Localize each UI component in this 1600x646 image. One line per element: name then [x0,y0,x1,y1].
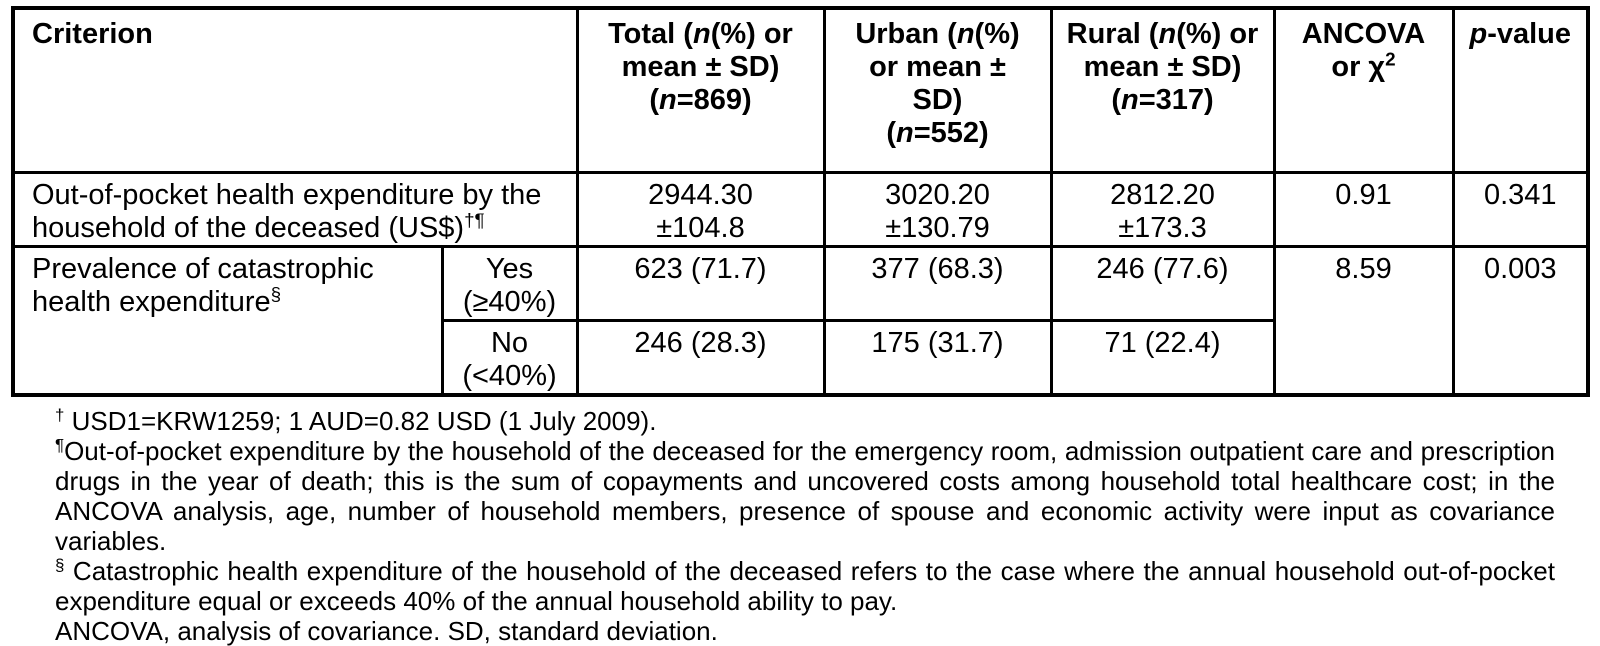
cell-che-ancova: 8.59 [1272,244,1455,396]
header-cell-total: Total (n(%) or mean ± SD) (n=869) [575,6,826,174]
cell-oop-label: Out-of-pocket health expenditure by the h… [11,170,579,248]
header-cell-urban: Urban (n(%) or mean ± SD) (n=552) [822,6,1053,174]
header-cell-criterion: Criterion [11,6,579,174]
cell-che-no-label: No (<40%) [440,318,579,396]
footnote-catastrophic-definition: § Catastrophic health expenditure of the… [55,554,1555,616]
cell-che-yes-label: Yes (≥40%) [440,244,579,322]
cell-che-label: Prevalence of catastrophic health expendi… [11,244,444,396]
table-header-row: Criterion Total (n(%) or mean ± SD) (n=869… [11,6,1590,174]
header-cell-rural: Rural (n(%) or mean ± SD) (n=317) [1049,6,1276,174]
table-row-catastrophic-no: No (<40%) 246 (28.3) 175 (31.7) 71 (22.4) [13,318,1588,396]
cell-oop-ancova: 0.91 [1272,170,1455,248]
cell-oop-rural: 2812.20 ±173.3 [1049,170,1276,248]
cell-che-no-total: 246 (28.3) [575,318,826,396]
table-row-out-of-pocket: Out-of-pocket health expenditure by the h… [11,170,1590,248]
cell-che-yes-rural: 246 (77.6) [1049,244,1276,322]
footnote-abbreviations: ANCOVA, analysis of covariance. SD, stan… [55,615,718,646]
cell-che-yes-total: 623 (71.7) [575,244,826,322]
header-cell-pvalue: p-value [1451,6,1590,174]
footnotes-block: † USD1=KRW1259; 1 AUD=0.82 USD (1 July 2… [55,406,1555,646]
cell-oop-total: 2944.30 ±104.8 [575,170,826,248]
table-row-catastrophic-yes: Prevalence of catastrophic health expendi… [11,244,1590,396]
cell-che-pvalue: 0.003 [1451,244,1590,396]
cell-che-yes-urban: 377 (68.3) [822,244,1053,322]
cell-oop-urban: 3020.20 ±130.79 [822,170,1053,248]
cell-che-no-rural: 71 (22.4) [1049,318,1276,396]
footnote-out-of-pocket-definition: ¶Out-of-pocket expenditure by the househ… [55,434,1555,556]
header-cell-ancova: ANCOVA or χ2 [1272,6,1455,174]
cell-che-no-urban: 175 (31.7) [822,318,1053,396]
cell-oop-pvalue: 0.341 [1451,170,1590,248]
footnote-currency: † USD1=KRW1259; 1 AUD=0.82 USD (1 July 2… [55,404,657,436]
statistics-table: Criterion Total (n(%) or mean ± SD) (n=869… [11,6,1590,397]
